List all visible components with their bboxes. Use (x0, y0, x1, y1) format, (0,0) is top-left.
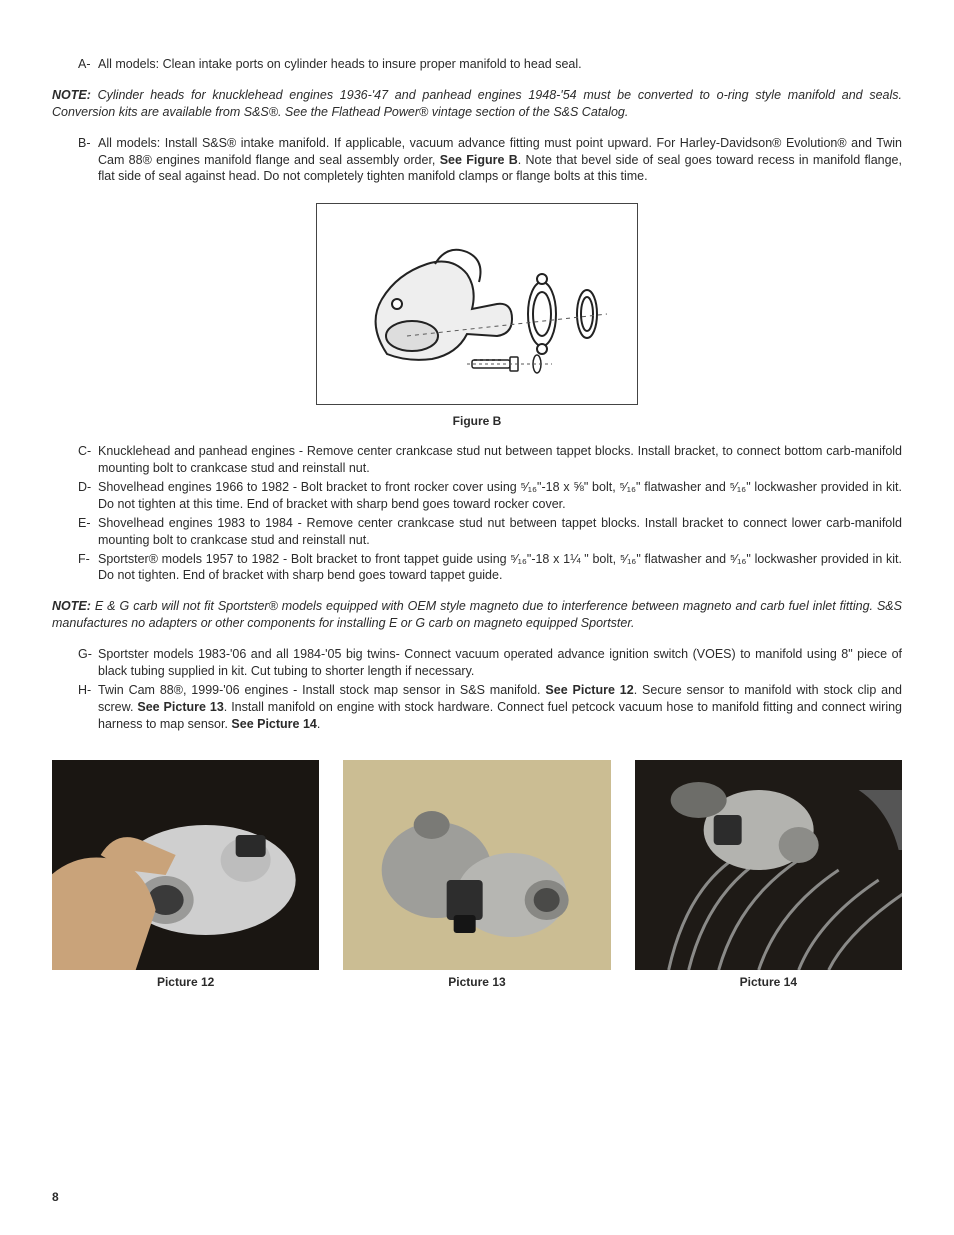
item-c-letter: C- (78, 443, 91, 460)
item-e-text: Shovelhead engines 1983 to 1984 - Remove… (98, 516, 902, 547)
item-f: F- Sportster® models 1957 to 1982 - Bolt… (98, 551, 902, 585)
list-b: B- All models: Install S&S® intake manif… (52, 135, 902, 186)
list-gh: G- Sportster models 1983-'06 and all 198… (52, 646, 902, 732)
figure-b-drawing (316, 203, 638, 405)
photo-13-col: Picture 13 (343, 760, 610, 990)
photo-13-caption: Picture 13 (343, 974, 610, 990)
page-number: 8 (52, 1189, 59, 1205)
item-f-letter: F- (78, 551, 90, 568)
item-h-b3: See Picture 14 (231, 717, 316, 731)
item-h-b1: See Picture 12 (545, 683, 633, 697)
item-e-letter: E- (78, 515, 91, 532)
item-h: H- Twin Cam 88®, 1999-'06 engines - Inst… (98, 682, 902, 733)
item-b-bold: See Figure B (440, 153, 518, 167)
photo-14-image (635, 760, 902, 970)
item-g: G- Sportster models 1983-'06 and all 198… (98, 646, 902, 680)
note-1-text: Cylinder heads for knucklehead engines 1… (52, 88, 902, 119)
list-cf: C- Knucklehead and panhead engines - Rem… (52, 443, 902, 584)
item-h-b2: See Picture 13 (137, 700, 223, 714)
list-top: A- All models: Clean intake ports on cyl… (52, 56, 902, 73)
item-c-text: Knucklehead and panhead engines - Remove… (98, 444, 902, 475)
item-g-letter: G- (78, 646, 92, 663)
note-1-label: NOTE: (52, 88, 91, 102)
item-b-letter: B- (78, 135, 91, 152)
item-g-text: Sportster models 1983-'06 and all 1984-'… (98, 647, 902, 678)
item-d-letter: D- (78, 479, 91, 496)
item-d-text: Shovelhead engines 1966 to 1982 - Bolt b… (98, 480, 902, 511)
item-a: A- All models: Clean intake ports on cyl… (98, 56, 902, 73)
note-2: NOTE: E & G carb will not fit Sportster®… (52, 598, 902, 632)
photo-12-col: Picture 12 (52, 760, 319, 990)
item-a-letter: A- (78, 56, 91, 73)
item-h-t4: . (317, 717, 320, 731)
item-h-t1: Twin Cam 88®, 1999-'06 engines - Install… (98, 683, 545, 697)
photo-12-image (52, 760, 319, 970)
item-f-text: Sportster® models 1957 to 1982 - Bolt br… (98, 552, 902, 583)
figure-b-caption: Figure B (52, 413, 902, 429)
photo-14-caption: Picture 14 (635, 974, 902, 990)
item-b: B- All models: Install S&S® intake manif… (98, 135, 902, 186)
photo-13-image (343, 760, 610, 970)
item-a-text: All models: Clean intake ports on cylind… (98, 57, 582, 71)
note-2-text: E & G carb will not fit Sportster® model… (52, 599, 902, 630)
item-c: C- Knucklehead and panhead engines - Rem… (98, 443, 902, 477)
item-e: E- Shovelhead engines 1983 to 1984 - Rem… (98, 515, 902, 549)
photo-14-col: Picture 14 (635, 760, 902, 990)
item-d: D- Shovelhead engines 1966 to 1982 - Bol… (98, 479, 902, 513)
item-h-letter: H- (78, 682, 91, 699)
photos-row: Picture 12 Picture 13 (52, 760, 902, 990)
figure-b-container: Figure B (52, 203, 902, 429)
note-2-label: NOTE: (52, 599, 91, 613)
note-1: NOTE: Cylinder heads for knucklehead eng… (52, 87, 902, 121)
photo-12-caption: Picture 12 (52, 974, 319, 990)
